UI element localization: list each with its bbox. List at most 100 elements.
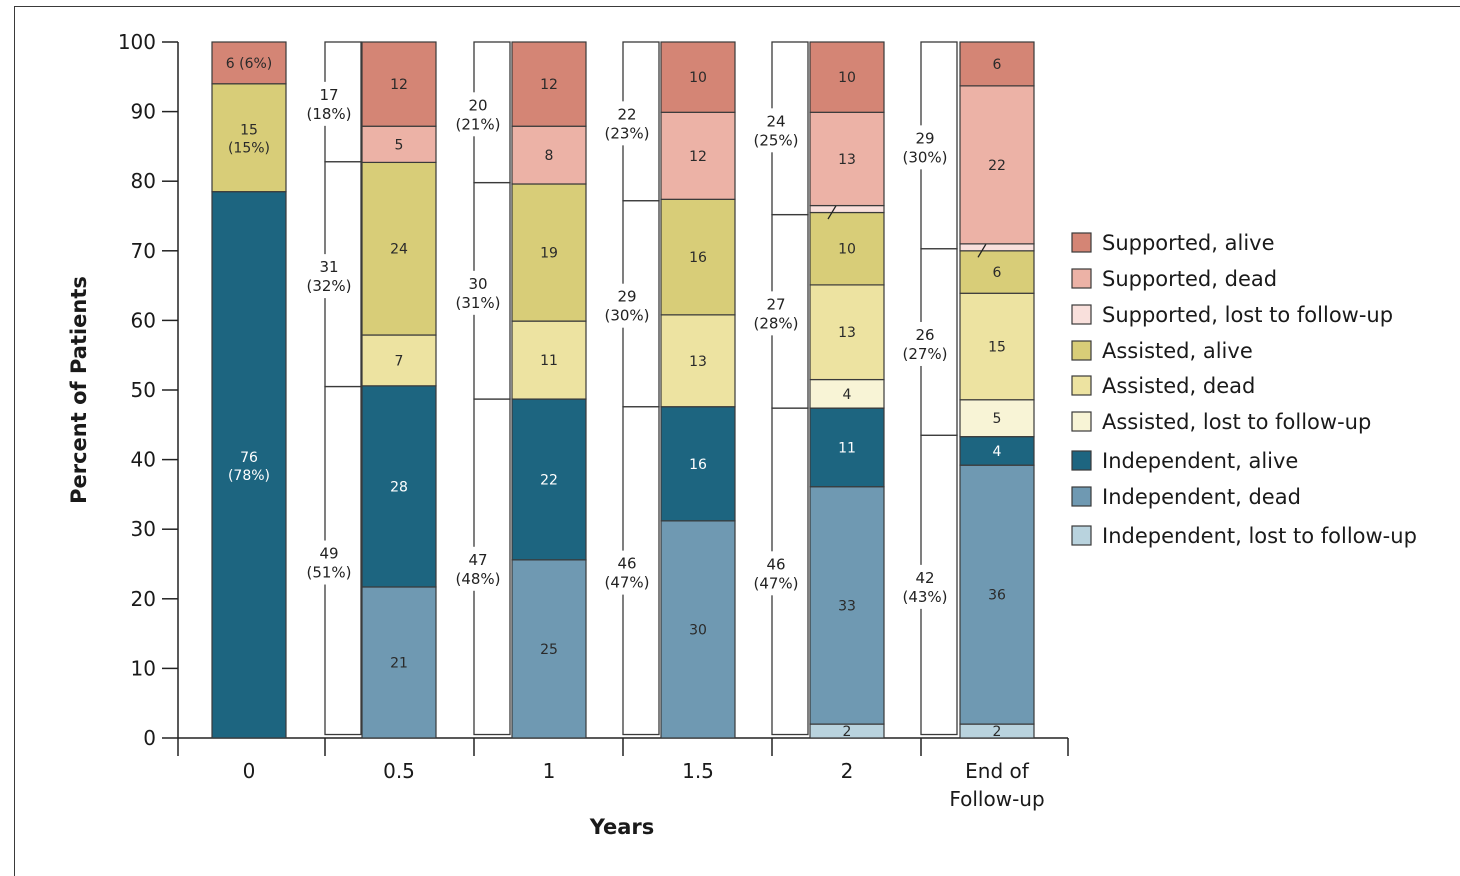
legend-label: Assisted, lost to follow-up [1102, 410, 1371, 434]
bar-segment [361, 385, 437, 588]
segment-label: 8 [545, 148, 554, 164]
follow-up-count: 29 [617, 288, 636, 306]
segment-label: 76 [240, 450, 258, 466]
legend-swatch [1071, 411, 1092, 432]
y-tick-label: 0 [143, 726, 156, 750]
label-backdrop [299, 254, 355, 299]
y-tick-label: 30 [131, 517, 156, 541]
y-tick-label: 100 [118, 30, 156, 54]
follow-up-count: 29 [915, 129, 934, 147]
legend-label: Supported, lost to follow-up [1102, 303, 1393, 327]
bar-segment [361, 586, 437, 739]
legend-swatch [1071, 375, 1092, 396]
follow-up-count: 49 [319, 545, 338, 563]
x-tick-label: 0 [243, 759, 256, 783]
legend-swatch [1071, 450, 1092, 471]
segment-label-pct: (78%) [228, 468, 270, 484]
segment-label: 2 [993, 724, 1002, 740]
follow-up-pct: (21%) [455, 115, 500, 133]
y-axis: 0 10 20 30 40 50 60 70 80 90 100 [118, 30, 179, 750]
y-tick-label: 10 [131, 656, 156, 680]
follow-up-count: 27 [766, 295, 785, 313]
y-tick-label: 40 [131, 448, 156, 472]
x-tick-label-line2: Follow-up [949, 787, 1044, 811]
segment-label: 5 [395, 137, 404, 153]
x-tick-label: 1 [543, 759, 556, 783]
bar-segment [660, 41, 736, 113]
bar-segment [211, 83, 287, 193]
segment-label: 19 [540, 246, 558, 262]
follow-up-pct: (25%) [753, 131, 798, 149]
label-backdrop [895, 321, 951, 366]
legend-label: Supported, alive [1102, 231, 1275, 255]
y-axis-title: Percent of Patients [67, 276, 91, 504]
bar-segment [511, 183, 587, 322]
bar-segment [211, 191, 287, 739]
bar-segment [809, 378, 885, 409]
legend-swatch [1071, 486, 1092, 507]
bar-segment [361, 161, 437, 336]
follow-up-count: 26 [915, 326, 934, 344]
bar-segment [660, 111, 736, 200]
follow-up-columns: 49(51%)31(32%)17(18%)47(48%)30(31%)20(21… [299, 41, 958, 736]
segment-label: 15 [240, 123, 258, 139]
bar-segment [959, 250, 1035, 294]
segment-label: 22 [988, 158, 1006, 174]
legend-swatch [1071, 268, 1092, 289]
follow-up-pct: (23%) [604, 124, 649, 142]
legend-label: Assisted, alive [1102, 339, 1253, 363]
x-tick-label: 1.5 [682, 759, 714, 783]
segment-label: 24 [390, 242, 408, 258]
y-tick-label: 50 [131, 378, 156, 402]
segment-label-pct: (15%) [228, 141, 270, 157]
legend-swatch [1071, 525, 1092, 546]
bar-segment [361, 41, 437, 127]
segment-label: 4 [843, 387, 852, 403]
follow-up-pct: (47%) [753, 574, 798, 592]
legend-label: Independent, alive [1102, 449, 1298, 473]
bar-segment [809, 284, 885, 381]
bar-segment [511, 398, 587, 561]
follow-up-pct: (27%) [902, 345, 947, 363]
segment-label: 10 [689, 70, 707, 86]
label-backdrop [746, 291, 802, 336]
follow-up-count: 20 [468, 96, 487, 114]
figure-frame [14, 6, 1460, 876]
legend-swatch [1071, 304, 1092, 325]
bar-segment [511, 41, 587, 127]
follow-up-pct: (18%) [306, 105, 351, 123]
bar-segment [511, 125, 587, 185]
x-tick-label: 2 [841, 759, 854, 783]
segment-label: 22 [540, 472, 558, 488]
label-backdrop [597, 550, 653, 595]
label-backdrop [448, 546, 504, 591]
bar-segment [660, 198, 736, 316]
label-backdrop [597, 283, 653, 328]
follow-up-count: 46 [766, 555, 785, 573]
y-tick-label: 70 [131, 239, 156, 263]
segment-label: 10 [838, 70, 856, 86]
bar-segment [809, 111, 885, 207]
segment-label: 16 [689, 250, 707, 266]
segment-label: 25 [540, 642, 558, 658]
segment-label: 11 [838, 440, 856, 456]
follow-up-pct: (28%) [753, 314, 798, 332]
y-tick-label: 60 [131, 308, 156, 332]
bar-segment [959, 292, 1035, 401]
segment-label: 4 [993, 444, 1002, 460]
follow-up-pct: (47%) [604, 574, 649, 592]
y-tick-label: 90 [131, 100, 156, 124]
follow-up-pct: (31%) [455, 294, 500, 312]
bar-segment [809, 41, 885, 113]
follow-up-count: 17 [319, 86, 338, 104]
bar-segment [361, 334, 437, 387]
label-backdrop [746, 551, 802, 596]
legend-label: Independent, dead [1102, 485, 1301, 509]
label-backdrop [895, 125, 951, 170]
label-backdrop [299, 81, 355, 126]
follow-up-pct: (32%) [306, 277, 351, 295]
follow-up-count: 47 [468, 551, 487, 569]
bar-segment [511, 559, 587, 739]
bar-segment [660, 314, 736, 408]
